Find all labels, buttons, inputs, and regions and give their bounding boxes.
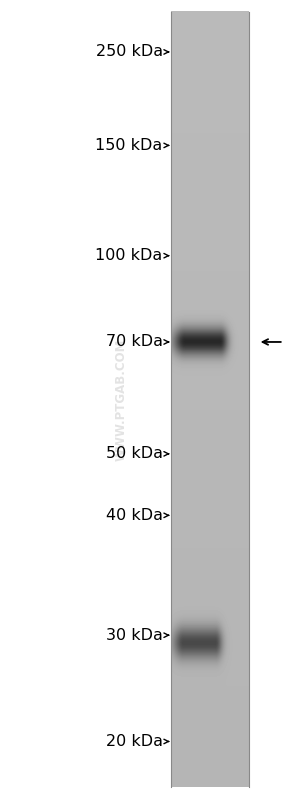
Text: 20 kDa: 20 kDa [106,734,163,749]
Text: 100 kDa: 100 kDa [95,248,163,263]
Text: 150 kDa: 150 kDa [95,138,163,153]
Text: 40 kDa: 40 kDa [106,508,163,523]
Bar [171,12,249,18]
Text: WWW.PTGAB.COM: WWW.PTGAB.COM [114,338,128,461]
Text: 70 kDa: 70 kDa [106,335,163,349]
Text: 30 kDa: 30 kDa [106,628,163,642]
Text: 50 kDa: 50 kDa [106,447,163,461]
Text: 250 kDa: 250 kDa [96,45,163,59]
Bar [171,12,249,787]
